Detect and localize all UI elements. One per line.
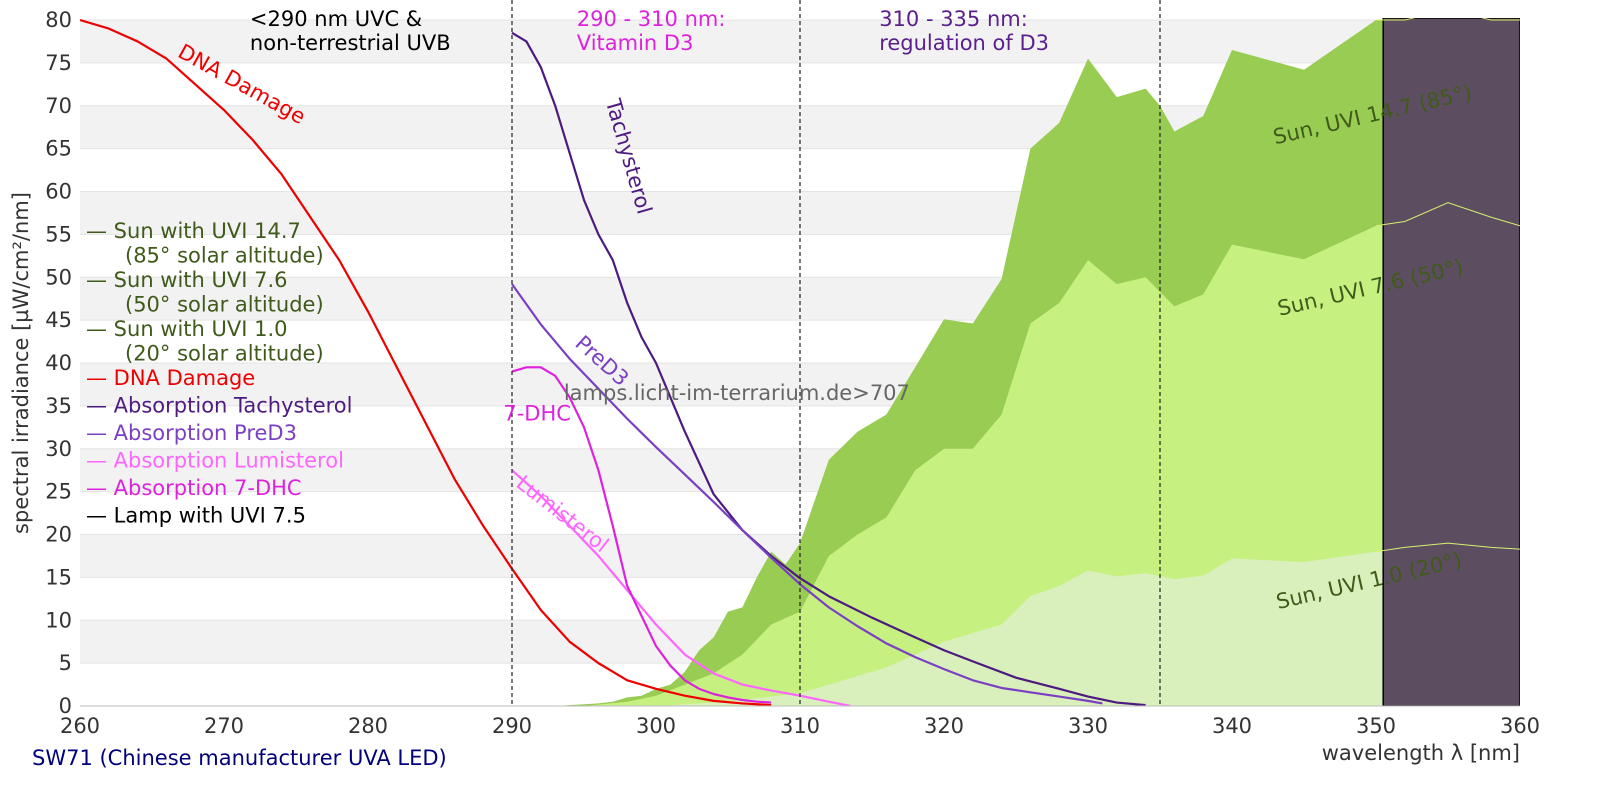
y-tick-label: 60 [45, 180, 72, 204]
curve-label: 7-DHC [503, 401, 571, 425]
legend-entry: — Sun with UVI 1.0 [86, 317, 288, 341]
region-header-line: 290 - 310 nm: [577, 7, 726, 31]
y-tick-label: 80 [45, 8, 72, 32]
lamp-spectrum-block [1382, 18, 1520, 706]
y-tick-label: 15 [45, 565, 72, 589]
y-tick-label: 25 [45, 480, 72, 504]
y-tick-label: 30 [45, 437, 72, 461]
y-tick-label: 70 [45, 94, 72, 118]
region-header-line: regulation of D3 [879, 31, 1049, 55]
x-tick-label: 260 [60, 714, 100, 738]
legend-entry: — DNA Damage [86, 366, 255, 390]
plot-area [80, 18, 1520, 706]
legend-entry: — Absorption PreD3 [86, 421, 297, 445]
x-tick-label: 300 [636, 714, 676, 738]
curve-dna-damage [80, 18, 772, 706]
y-tick-label: 75 [45, 51, 72, 75]
sun-envelope-over-lamp [1375, 542, 1520, 553]
y-tick-label: 20 [45, 523, 72, 547]
y-tick-label: 45 [45, 308, 72, 332]
x-tick-label: 310 [780, 714, 820, 738]
x-tick-label: 280 [348, 714, 388, 738]
region-header-line: 310 - 335 nm: [879, 7, 1028, 31]
legend-entry-sub: (20° solar altitude) [125, 342, 324, 366]
legend-entry: — Lamp with UVI 7.5 [86, 504, 306, 528]
lamp-name-caption: SW71 (Chinese manufacturer UVA LED) [32, 746, 447, 770]
legend-entry-sub: (50° solar altitude) [125, 293, 324, 317]
legend-entry: — Absorption 7-DHC [86, 476, 302, 500]
grid-band [80, 20, 1520, 63]
x-tick-label: 330 [1068, 714, 1108, 738]
y-tick-label: 0 [59, 694, 72, 718]
curve-absorption-pred3 [511, 283, 1103, 705]
y-tick-label: 50 [45, 265, 72, 289]
x-tick-label: 340 [1212, 714, 1252, 738]
y-tick-label: 10 [45, 608, 72, 632]
legend-entry-sub: (85° solar altitude) [125, 244, 324, 268]
y-tick-label: 35 [45, 394, 72, 418]
curve-absorption-tachysterol [511, 31, 1146, 706]
x-tick-label: 350 [1356, 714, 1396, 738]
x-tick-label: 320 [924, 714, 964, 738]
x-tick-label: 360 [1500, 714, 1540, 738]
watermark-text: lamps.licht-im-terrarium.de>707 [564, 381, 910, 405]
y-tick-label: 65 [45, 137, 72, 161]
sun-envelope-over-lamp [1375, 202, 1520, 227]
area-sun-with-uvi-1-0 [656, 543, 1520, 706]
legend: — Sun with UVI 14.7(85° solar altitude)—… [86, 219, 352, 528]
legend-entry: — Sun with UVI 14.7 [86, 219, 301, 243]
region-header-line: non-terrestrial UVB [250, 31, 451, 55]
x-tick-label: 270 [204, 714, 244, 738]
x-tick-label: 290 [492, 714, 532, 738]
y-tick-label: 5 [59, 651, 72, 675]
y-axis-title: spectral irradiance [µW/cm²/nm] [9, 192, 33, 534]
curve-absorption-7-dhc [511, 366, 772, 704]
region-header-line: Vitamin D3 [577, 31, 694, 55]
x-axis-title: wavelength λ [nm] [1322, 741, 1520, 765]
y-tick-label: 55 [45, 222, 72, 246]
sun-envelope-over-lamp [1376, 18, 1520, 21]
region-header-line: <290 nm UVC & [250, 7, 422, 31]
legend-entry: — Sun with UVI 7.6 [86, 268, 288, 292]
y-tick-label: 40 [45, 351, 72, 375]
legend-entry: — Absorption Lumisterol [86, 449, 344, 473]
legend-entry: — Absorption Tachysterol [86, 394, 352, 418]
